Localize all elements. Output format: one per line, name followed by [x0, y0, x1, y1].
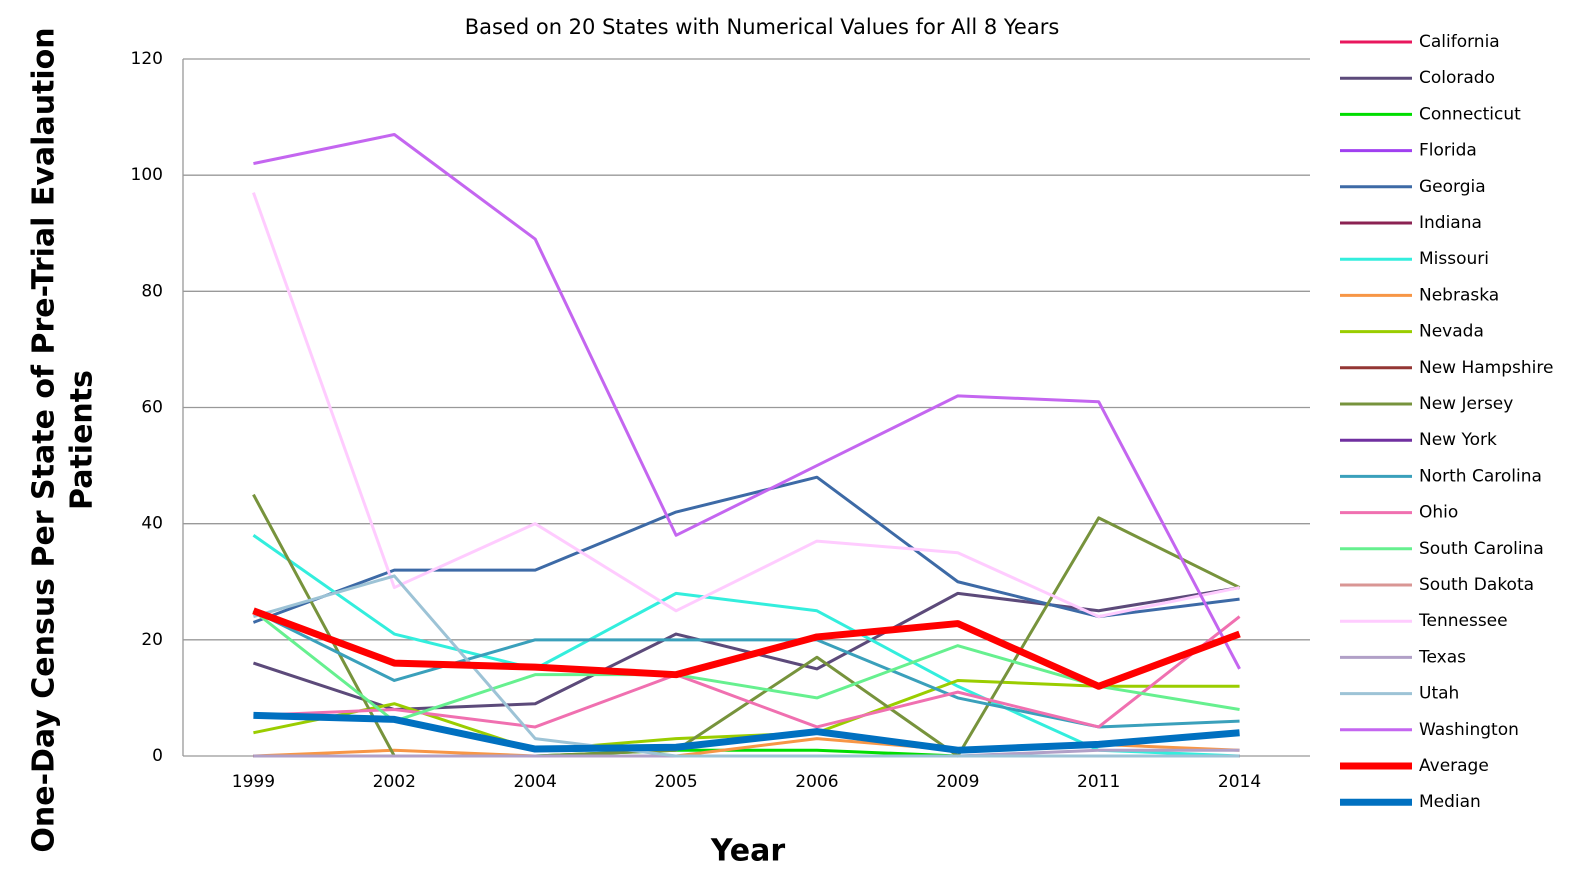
x-tick-label: 2002: [373, 772, 416, 792]
legend-label: Utah: [1419, 684, 1459, 704]
y-tick-label: 20: [141, 630, 163, 650]
series-line: [253, 615, 1241, 729]
legend-label: Ohio: [1419, 503, 1458, 523]
legend-label: Nebraska: [1419, 285, 1499, 305]
y-tick-label: 0: [152, 746, 163, 766]
x-axis-label: Year: [710, 834, 786, 869]
legend-label: Colorado: [1419, 68, 1495, 88]
legend-label: Average: [1419, 756, 1489, 776]
series-line: [252, 475, 1240, 624]
series-line: [252, 192, 1240, 619]
legend-label: South Dakota: [1419, 575, 1534, 595]
legend-label: Indiana: [1419, 213, 1482, 233]
legend-label: Texas: [1418, 647, 1466, 667]
legend-label: New Hampshire: [1419, 358, 1553, 378]
y-tick-label: 60: [141, 398, 163, 418]
x-tick-label: 2011: [1077, 772, 1120, 792]
y-axis-label: One-Day Census Per State of Pre-Trial Ev…: [27, 27, 100, 852]
y-tick-label: 40: [141, 514, 163, 534]
y-axis-label-line: One-Day Census Per State of Pre-Trial Ev…: [27, 27, 62, 852]
legend-label: Florida: [1419, 141, 1477, 161]
y-tick-label: 100: [131, 165, 163, 185]
legend-label: New York: [1419, 430, 1497, 450]
series-line: [252, 586, 1240, 712]
legend-label: Nevada: [1419, 322, 1484, 342]
legend-label: California: [1419, 32, 1500, 52]
series-line: [253, 574, 1240, 758]
y-tick-label: 120: [131, 49, 163, 69]
series-line: [252, 534, 1240, 758]
x-tick-label: 2014: [1218, 772, 1261, 792]
legend-label: Median: [1419, 792, 1481, 812]
series-line: [252, 607, 1241, 690]
series-line: [253, 133, 1241, 670]
x-tick-label: 2005: [654, 772, 697, 792]
legend-label: Tennessee: [1418, 611, 1508, 631]
legend-label: Connecticut: [1419, 104, 1521, 124]
y-axis-label-line: Patients: [65, 370, 100, 510]
x-tick-label: 2006: [795, 772, 838, 792]
legend-label: Georgia: [1419, 177, 1486, 197]
y-tick-label: 80: [141, 281, 163, 301]
x-tick-label: 2009: [936, 772, 979, 792]
legend-label: Missouri: [1419, 249, 1489, 269]
series-line: [252, 493, 1241, 758]
legend-label: South Carolina: [1419, 539, 1544, 559]
chart-subtitle: Based on 20 States with Numerical Values…: [465, 15, 1060, 39]
x-tick-label: 1999: [232, 772, 275, 792]
legend-label: Washington: [1419, 720, 1519, 740]
x-tick-label: 2004: [514, 772, 557, 792]
series-line: [253, 711, 1240, 754]
legend-label: New Jersey: [1419, 394, 1513, 414]
legend-label: North Carolina: [1419, 466, 1542, 486]
